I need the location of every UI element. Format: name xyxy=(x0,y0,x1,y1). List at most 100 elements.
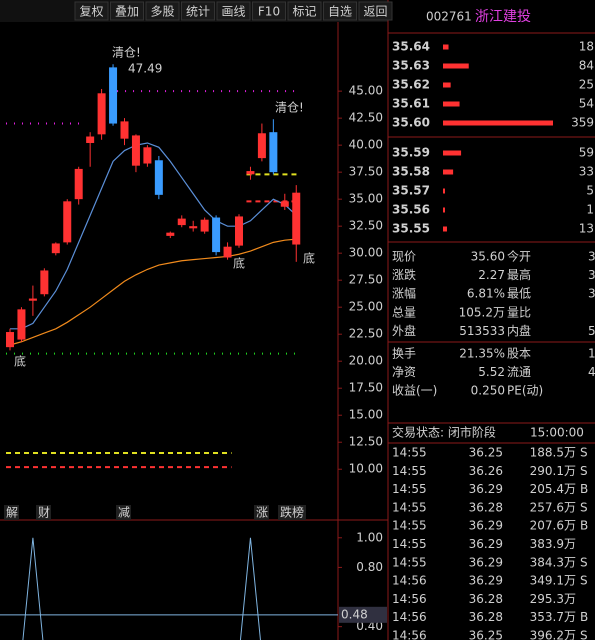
book-bar xyxy=(443,44,449,50)
quote-cell: 股本 xyxy=(507,347,531,361)
quote-cell: 今开 xyxy=(507,249,531,264)
quote-cell: 35.60 xyxy=(471,250,505,264)
toolbar-label[interactable]: F10 xyxy=(258,5,280,19)
trade-volume: 205.4万 xyxy=(530,482,576,496)
book-price: 35.59 xyxy=(392,146,430,160)
trade-time: 14:55 xyxy=(392,537,427,551)
candle-body xyxy=(6,332,14,348)
toolbar-label[interactable]: 统计 xyxy=(186,5,210,19)
candle-body xyxy=(28,298,37,301)
trade-volume: 384.3万 xyxy=(530,555,576,569)
book-bar xyxy=(443,150,462,156)
quote-cell: 最低 xyxy=(507,287,531,301)
candle-body xyxy=(86,136,95,143)
toolbar-button[interactable] xyxy=(252,1,286,21)
signal: 跌榜 xyxy=(280,505,304,520)
y-tick-label: 1.00 xyxy=(356,530,383,544)
toolbar-button[interactable] xyxy=(145,1,180,21)
candle-body xyxy=(97,93,106,135)
book-bar xyxy=(443,188,445,194)
quote-cell: 3 xyxy=(588,250,595,264)
y-tick-label: 15.00 xyxy=(349,408,383,422)
y-tick-label: 25.00 xyxy=(349,300,383,314)
y-tick-label: 27.50 xyxy=(349,273,383,287)
trade-time: 14:56 xyxy=(392,574,427,588)
quote-cell: 513533 xyxy=(459,324,505,338)
candle-body xyxy=(235,216,243,246)
toolbar-label[interactable]: 标记 xyxy=(292,5,316,19)
toolbar-button[interactable] xyxy=(181,1,215,21)
y-tick-label: 45.00 xyxy=(349,84,383,98)
book-bar xyxy=(443,169,454,175)
toolbar-button[interactable] xyxy=(110,1,144,21)
quote-cell: 净资 xyxy=(392,365,416,379)
toolbar-button[interactable] xyxy=(358,1,393,21)
high-label: 47.49 xyxy=(128,62,162,76)
trade-side: B xyxy=(580,610,588,624)
moving-average xyxy=(9,238,297,346)
candle-body xyxy=(17,309,26,340)
toolbar-label[interactable]: 复权 xyxy=(79,5,103,19)
book-bar xyxy=(443,120,553,126)
trade-time: 14:56 xyxy=(392,629,427,640)
stock-code: 002761 xyxy=(426,10,472,24)
signal: 涨 xyxy=(256,505,268,520)
candle-body xyxy=(63,201,72,243)
book-volume: 54 xyxy=(579,97,594,111)
quote-cell: 4.9 xyxy=(588,365,595,379)
indicator-last-bg xyxy=(339,606,387,623)
candle-body xyxy=(246,171,255,175)
book-price: 35.64 xyxy=(392,40,430,54)
book-volume: 25 xyxy=(579,78,594,92)
trade-side: S xyxy=(580,446,588,460)
toolbar-label[interactable]: 叠加 xyxy=(115,5,139,19)
trade-volume: 383.9万 xyxy=(530,537,576,551)
annotation: 底 xyxy=(233,256,245,271)
toolbar-button[interactable] xyxy=(287,1,322,21)
signal-bg xyxy=(278,505,306,520)
annotation: 清仓! xyxy=(112,46,141,60)
candle-body xyxy=(189,226,198,229)
toolbar-button[interactable] xyxy=(74,1,109,21)
candle-body xyxy=(280,201,289,207)
moving-average xyxy=(10,142,297,330)
book-price: 35.56 xyxy=(392,203,430,217)
signal-bg xyxy=(4,505,19,520)
indicator-spike xyxy=(239,537,261,640)
trade-volume: 396.2万 xyxy=(530,629,576,640)
annotation: 清仓! xyxy=(275,101,304,115)
trade-side: S xyxy=(580,629,588,640)
toolbar-label[interactable]: 多股 xyxy=(150,5,174,19)
toolbar-button[interactable] xyxy=(323,1,357,21)
quote-cell: 105.2万 xyxy=(459,305,505,319)
candle-body xyxy=(166,232,175,236)
quote-cell: 5.52 xyxy=(478,365,505,379)
y-tick-label: 32.50 xyxy=(349,219,383,233)
book-price: 35.60 xyxy=(392,116,430,130)
trade-time: 14:55 xyxy=(392,500,427,514)
candle-body xyxy=(74,168,83,200)
book-price: 35.58 xyxy=(392,165,430,179)
y-tick-label: 42.50 xyxy=(349,111,383,125)
quote-cell: 内盘 xyxy=(507,323,531,338)
trade-time: 14:56 xyxy=(392,592,427,606)
quote-cell: 6.81% xyxy=(467,287,505,301)
y-tick-label: 30.00 xyxy=(349,246,383,260)
toolbar-label[interactable]: 返回 xyxy=(363,5,387,19)
trade-price: 36.29 xyxy=(469,574,503,588)
trade-status: 交易状态: 闭市阶段 xyxy=(392,425,496,440)
trade-volume: 207.6万 xyxy=(530,519,576,533)
trade-price: 36.26 xyxy=(469,464,503,478)
trade-volume: 295.3万 xyxy=(530,592,576,606)
candle-body xyxy=(292,192,301,245)
toolbar-label[interactable]: 自选 xyxy=(328,5,352,19)
candle-body xyxy=(177,218,186,226)
toolbar-label[interactable]: 画线 xyxy=(221,5,245,19)
quote-cell: PE(动) xyxy=(507,384,543,398)
toolbar-button[interactable] xyxy=(216,1,251,21)
signal-bg xyxy=(36,505,51,520)
trade-price: 36.29 xyxy=(469,537,503,551)
quote-cell: 流通 xyxy=(507,365,531,379)
book-bar xyxy=(443,226,447,232)
